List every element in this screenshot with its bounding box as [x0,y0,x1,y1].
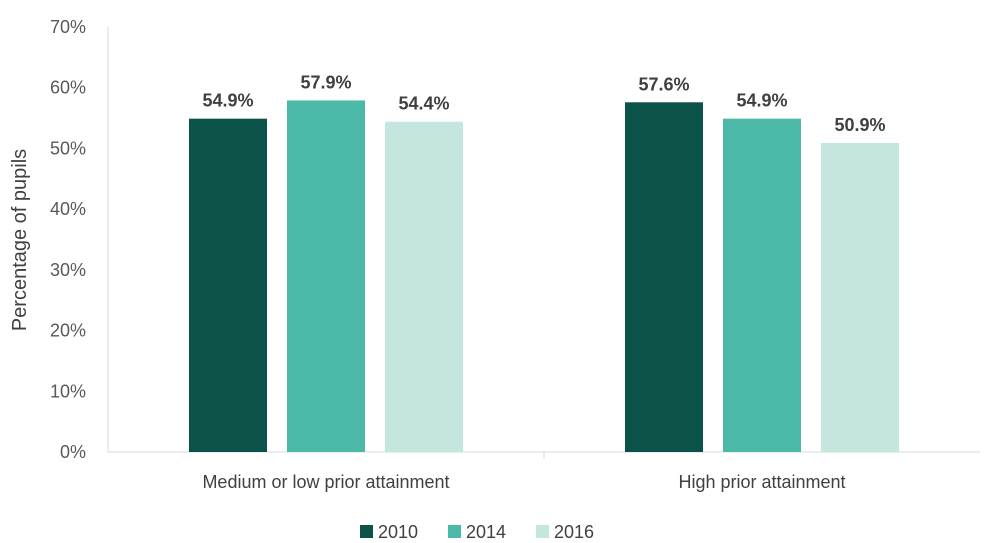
data-label: 54.4% [398,94,449,114]
bar-2010 [625,102,703,453]
data-label: 57.9% [300,72,351,92]
y-tick-label: 20% [50,321,86,341]
data-label: 54.9% [202,91,253,111]
data-label: 57.6% [638,74,689,94]
y-axis-label: Percentage of pupils [9,149,31,331]
data-label: 54.9% [736,91,787,111]
bar-2016 [385,121,463,452]
bar-2014 [287,100,365,452]
x-category-label: High prior attainment [678,472,845,492]
legend-swatch-2010 [360,525,373,538]
x-category-label: Medium or low prior attainment [202,472,449,492]
legend-swatch-2016 [536,525,549,538]
data-label: 50.9% [834,115,885,135]
y-tick-label: 70% [50,17,86,37]
legend-label: 2016 [554,522,594,542]
y-tick-label: 40% [50,199,86,219]
legend-label: 2010 [378,522,418,542]
legend-swatch-2014 [448,525,461,538]
y-tick-label: 30% [50,260,86,280]
bar-2010 [189,118,267,452]
legend-label: 2014 [466,522,506,542]
y-tick-label: 60% [50,78,86,98]
y-tick-label: 0% [60,442,86,462]
bar-2016 [821,142,899,452]
y-tick-label: 50% [50,138,86,158]
y-tick-label: 10% [50,381,86,401]
bar-2014 [723,118,801,452]
